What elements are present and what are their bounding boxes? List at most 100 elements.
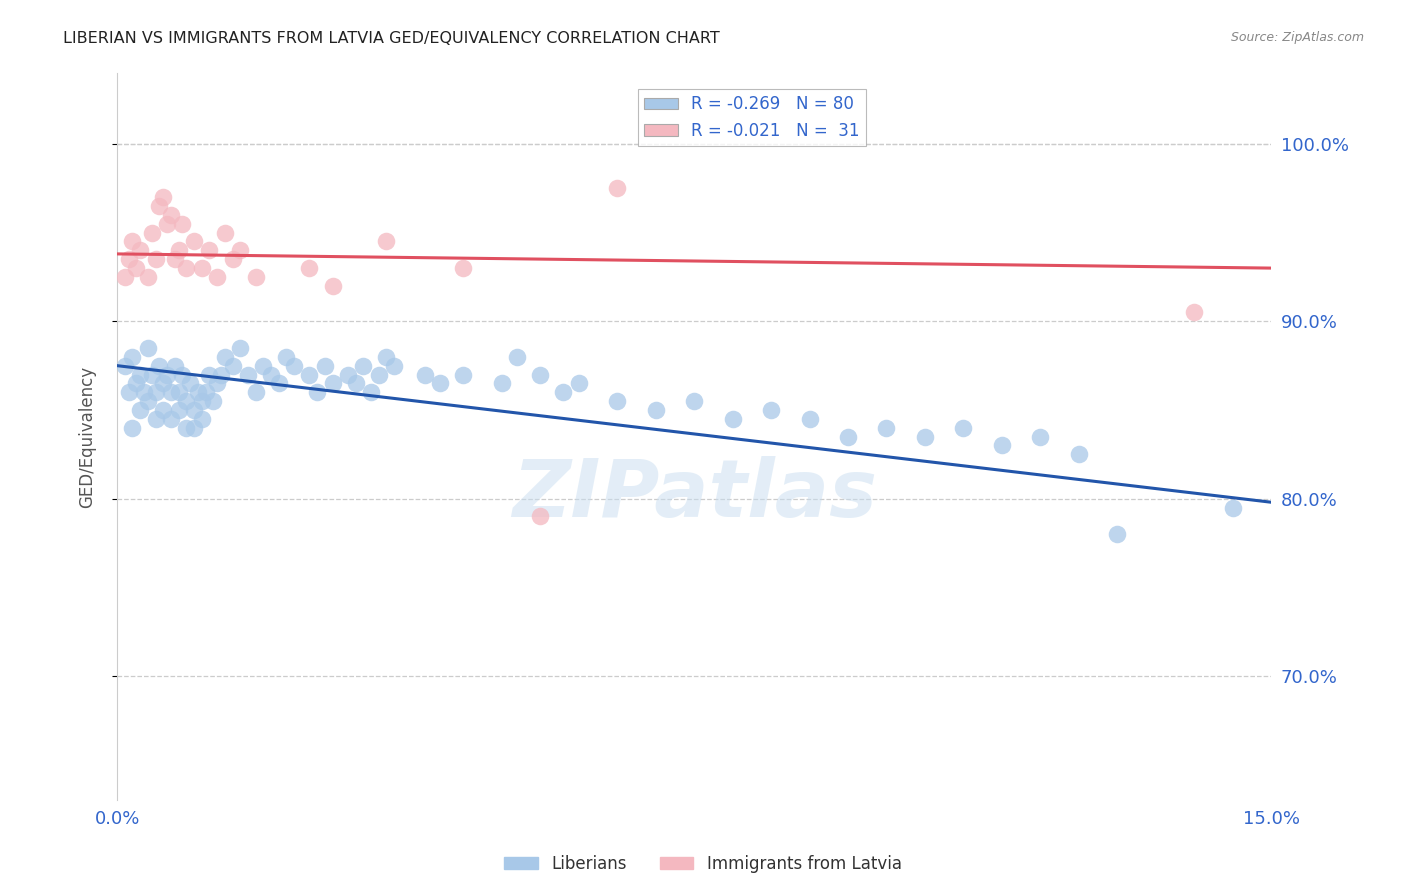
- Point: [117, 252, 139, 267]
- Point: [453, 368, 475, 382]
- Point: [190, 412, 212, 426]
- Point: [267, 376, 290, 391]
- Point: [129, 244, 152, 258]
- Point: [179, 376, 201, 391]
- Point: [375, 235, 398, 249]
- Text: LIBERIAN VS IMMIGRANTS FROM LATVIA GED/EQUIVALENCY CORRELATION CHART: LIBERIAN VS IMMIGRANTS FROM LATVIA GED/E…: [63, 31, 720, 46]
- Point: [245, 269, 267, 284]
- Point: [176, 421, 198, 435]
- Point: [506, 350, 529, 364]
- Legend: Liberians, Immigrants from Latvia: Liberians, Immigrants from Latvia: [498, 848, 908, 880]
- Point: [991, 438, 1014, 452]
- Point: [529, 368, 551, 382]
- Point: [236, 368, 259, 382]
- Point: [176, 261, 198, 276]
- Point: [114, 269, 136, 284]
- Point: [145, 252, 167, 267]
- Point: [759, 403, 782, 417]
- Point: [198, 244, 221, 258]
- Point: [276, 350, 298, 364]
- Point: [214, 226, 236, 240]
- Point: [260, 368, 283, 382]
- Point: [321, 376, 343, 391]
- Point: [194, 385, 217, 400]
- Point: [1182, 305, 1205, 319]
- Point: [183, 403, 205, 417]
- Point: [644, 403, 666, 417]
- Point: [148, 359, 170, 373]
- Point: [568, 376, 591, 391]
- Point: [167, 403, 190, 417]
- Point: [606, 394, 628, 409]
- Point: [344, 376, 367, 391]
- Point: [413, 368, 436, 382]
- Point: [187, 385, 209, 400]
- Point: [1067, 447, 1090, 461]
- Point: [160, 412, 183, 426]
- Point: [314, 359, 336, 373]
- Point: [152, 376, 174, 391]
- Point: [209, 368, 232, 382]
- Point: [136, 394, 159, 409]
- Point: [167, 244, 190, 258]
- Point: [221, 359, 243, 373]
- Point: [837, 429, 859, 443]
- Point: [198, 368, 221, 382]
- Point: [553, 385, 575, 400]
- Point: [229, 341, 252, 355]
- Y-axis label: GED/Equivalency: GED/Equivalency: [79, 366, 96, 508]
- Point: [429, 376, 451, 391]
- Point: [799, 412, 821, 426]
- Text: Source: ZipAtlas.com: Source: ZipAtlas.com: [1230, 31, 1364, 45]
- Point: [129, 368, 152, 382]
- Point: [221, 252, 243, 267]
- Point: [117, 385, 139, 400]
- Point: [163, 359, 186, 373]
- Point: [382, 359, 405, 373]
- Point: [114, 359, 136, 373]
- Point: [156, 217, 179, 231]
- Point: [352, 359, 374, 373]
- Text: ZIPatlas: ZIPatlas: [512, 456, 876, 533]
- Point: [148, 199, 170, 213]
- Point: [145, 412, 167, 426]
- Point: [152, 403, 174, 417]
- Point: [375, 350, 398, 364]
- Point: [121, 350, 143, 364]
- Point: [145, 385, 167, 400]
- Point: [176, 394, 198, 409]
- Point: [875, 421, 897, 435]
- Point: [529, 509, 551, 524]
- Point: [160, 385, 183, 400]
- Point: [245, 385, 267, 400]
- Point: [321, 278, 343, 293]
- Point: [136, 269, 159, 284]
- Point: [298, 261, 321, 276]
- Point: [129, 403, 152, 417]
- Point: [252, 359, 274, 373]
- Point: [172, 217, 194, 231]
- Point: [307, 385, 329, 400]
- Point: [152, 190, 174, 204]
- Point: [141, 368, 163, 382]
- Point: [453, 261, 475, 276]
- Point: [167, 385, 190, 400]
- Point: [205, 269, 228, 284]
- Point: [132, 385, 155, 400]
- Point: [914, 429, 936, 443]
- Point: [214, 350, 236, 364]
- Point: [136, 341, 159, 355]
- Point: [190, 394, 212, 409]
- Point: [491, 376, 513, 391]
- Point: [202, 394, 225, 409]
- Point: [160, 208, 183, 222]
- Point: [183, 235, 205, 249]
- Point: [367, 368, 389, 382]
- Point: [1222, 500, 1244, 515]
- Legend: R = -0.269   N = 80, R = -0.021   N =  31: R = -0.269 N = 80, R = -0.021 N = 31: [637, 88, 866, 146]
- Point: [183, 421, 205, 435]
- Point: [283, 359, 305, 373]
- Point: [721, 412, 744, 426]
- Point: [683, 394, 706, 409]
- Point: [952, 421, 974, 435]
